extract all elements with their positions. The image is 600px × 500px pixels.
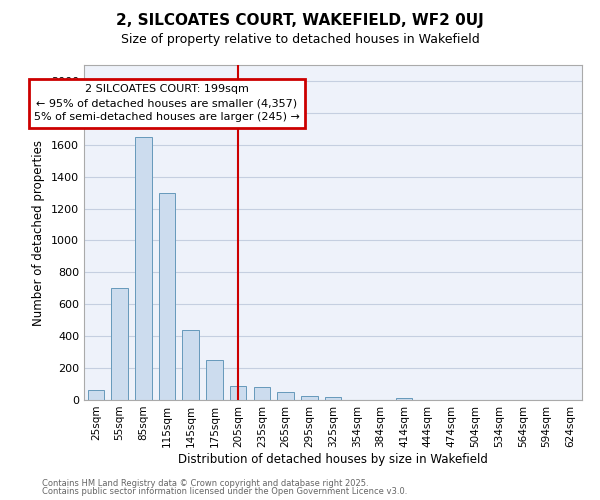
X-axis label: Distribution of detached houses by size in Wakefield: Distribution of detached houses by size … bbox=[178, 452, 488, 466]
Bar bbox=[230, 386, 247, 400]
Bar bbox=[301, 396, 317, 400]
Text: Contains HM Land Registry data © Crown copyright and database right 2025.: Contains HM Land Registry data © Crown c… bbox=[42, 478, 368, 488]
Text: Size of property relative to detached houses in Wakefield: Size of property relative to detached ho… bbox=[121, 32, 479, 46]
Bar bbox=[254, 387, 270, 400]
Bar bbox=[135, 137, 152, 400]
Bar bbox=[111, 288, 128, 400]
Text: 2 SILCOATES COURT: 199sqm
← 95% of detached houses are smaller (4,357)
5% of sem: 2 SILCOATES COURT: 199sqm ← 95% of detac… bbox=[34, 84, 300, 122]
Bar bbox=[396, 398, 412, 400]
Bar bbox=[325, 397, 341, 400]
Bar bbox=[182, 330, 199, 400]
Y-axis label: Number of detached properties: Number of detached properties bbox=[32, 140, 46, 326]
Bar bbox=[206, 360, 223, 400]
Bar bbox=[277, 392, 294, 400]
Bar bbox=[159, 192, 175, 400]
Text: Contains public sector information licensed under the Open Government Licence v3: Contains public sector information licen… bbox=[42, 487, 407, 496]
Text: 2, SILCOATES COURT, WAKEFIELD, WF2 0UJ: 2, SILCOATES COURT, WAKEFIELD, WF2 0UJ bbox=[116, 12, 484, 28]
Bar bbox=[88, 390, 104, 400]
